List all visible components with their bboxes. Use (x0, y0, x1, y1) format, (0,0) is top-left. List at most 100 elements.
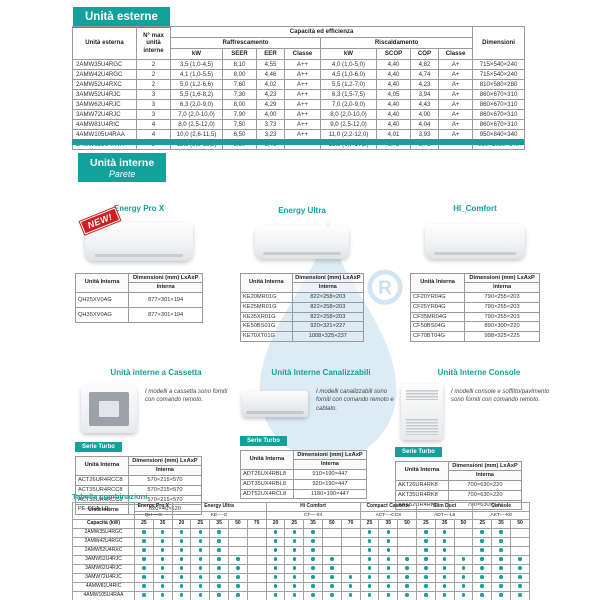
compatibility-cell (303, 582, 323, 592)
compatibility-dot (198, 593, 203, 597)
unit-value: 3,73 (256, 119, 285, 130)
compatibility-dot (311, 575, 315, 579)
compatibility-cell (359, 537, 380, 547)
unit-value: 7,0 (2,0-9,0) (320, 99, 377, 110)
unit-value: A+ (437, 99, 474, 110)
compatibility-cell (152, 528, 173, 538)
compatibility-cell (246, 546, 267, 556)
unit-value: 9,0 (2,5-12,0) (320, 119, 377, 130)
dim-col-dims: Dimensioni (mm) LxAxP (292, 449, 368, 461)
compatibility-dot (198, 530, 203, 534)
compatibility-cell (321, 555, 342, 565)
compatibility-cell (209, 537, 229, 547)
compatibility-cell (378, 546, 399, 556)
combo-group-header: Energy Pro X (134, 502, 173, 512)
combo-capacity-value: 25 (134, 519, 154, 529)
dim-header-row: Unità Interna Dimensioni (mm) LxAxP (240, 449, 368, 470)
compatibility-cell (397, 537, 417, 547)
compatibility-cell (397, 546, 417, 556)
dim-col-sub: Interna (291, 282, 365, 293)
compatibility-dot (386, 539, 390, 543)
indoor-model: CF70BT04G (409, 331, 466, 343)
combo-outdoor-model: 4AMW105U4RAA (72, 591, 135, 600)
dim-subheader-row: Interna (396, 470, 523, 481)
compatibility-cell (265, 564, 286, 574)
section-title-internal-units: Unità interne Parete (78, 153, 167, 183)
combo-outdoor-model: 2AMW52U4RXC (72, 546, 135, 556)
compatibility-dot (461, 566, 466, 570)
unit-value: A++ (284, 69, 321, 80)
compatibility-dot (160, 539, 165, 543)
compatibility-cell (453, 546, 474, 556)
unit-model: 2AMW35U4RGC (72, 59, 137, 70)
wall-unit-image: NEW! (78, 205, 193, 261)
external-unit-row: 4AMW81U4RIC 4 8,0 (2,5-12,0) 7,50 3,73 A++ 9,0… (72, 119, 526, 130)
compatibility-dot (442, 539, 447, 543)
combo-capacity-value: 50 (321, 519, 342, 529)
compatibility-cell (397, 528, 417, 538)
compatibility-cell (359, 573, 380, 583)
product-section-ducted: Unità Interne Canalizzabili I modelli ca… (240, 368, 402, 500)
compatibility-cell (227, 537, 248, 547)
combo-model-pattern: KE----G (171, 511, 267, 520)
combo-group-header: Hi Comfort (265, 502, 361, 512)
combo-model-pattern: ADT----L8 (415, 511, 474, 520)
compatibility-cell (509, 573, 531, 583)
compatibility-cell (152, 573, 173, 583)
compatibility-dot (179, 557, 184, 561)
section-title: Unità Interne Console (437, 368, 521, 377)
col-header-dimensions: Dimensioni (472, 26, 526, 60)
compatibility-cell (340, 528, 361, 538)
compatibility-cell (134, 528, 154, 538)
dim-col-dims: Dimensioni (mm) LxAxP (127, 455, 203, 467)
compatibility-cell (321, 591, 342, 600)
indoor-unit-row: AKT35UR4RK8 700×630×220 (395, 489, 523, 501)
unit-value: 950×840×340 (472, 129, 526, 140)
compatibility-cell (453, 582, 474, 592)
indoor-unit-row: CF70BT04G 998×325×225 (409, 331, 540, 343)
compatibility-dot (424, 566, 428, 570)
compatibility-dot (405, 575, 409, 579)
unit-value: 4,05 (376, 89, 411, 100)
compatibility-cell (303, 555, 323, 565)
console-unit-image (401, 383, 443, 440)
compatibility-dot (311, 557, 315, 561)
wall-unit-image (425, 224, 525, 260)
unit-value: 7,90 (222, 109, 257, 120)
unit-value: 4,40 (376, 109, 411, 120)
combo-outdoor-model: 3AMW62U4RJC (72, 564, 135, 574)
compatibility-cell (378, 555, 399, 565)
dim-subheader-row: Interna (76, 282, 203, 293)
unit-value: 7,50 (222, 119, 257, 130)
compatibility-cell (472, 528, 493, 538)
col-header-scop: SCOP (376, 48, 411, 60)
compatibility-cell (397, 573, 417, 583)
unit-value: 3,93 (410, 129, 439, 140)
section-title: Unità Interne Canalizzabili (271, 368, 371, 377)
compatibility-dot (499, 584, 503, 588)
compatibility-cell (246, 555, 267, 565)
unit-value: 3 (136, 109, 171, 120)
unit-value: 4,00 (410, 109, 439, 120)
indoor-model: CF35MR04G (409, 311, 466, 323)
col-header-cooling-class: Classe (284, 48, 321, 60)
indoor-unit-row: KE20MR01G 822×258×203 (240, 291, 365, 303)
compatibility-dot (424, 539, 428, 543)
unit-value: 3,94 (410, 89, 439, 100)
cassette-unit-image (81, 384, 137, 433)
compatibility-cell (209, 591, 229, 600)
compatibility-dot (499, 548, 503, 552)
dim-col-dims: Dimensioni (mm) LxAxP (291, 272, 365, 284)
compatibility-dot (367, 530, 372, 534)
combo-capacity-value: 25 (284, 519, 305, 529)
compatibility-cell (491, 546, 511, 556)
combo-group-row: Unità interne Energy Pro X Energy Ultra Hi … (72, 502, 530, 520)
indoor-model: KE25MR01G (240, 301, 293, 313)
compatibility-dot (292, 575, 297, 579)
compatibility-cell (284, 528, 305, 538)
compatibility-cell (509, 582, 531, 592)
combo-outdoor-model: 3AMW52U4RJC (72, 555, 135, 565)
compatibility-cell (491, 537, 511, 547)
col-group-cooling: Raffrescamento (170, 37, 321, 49)
compatibility-cell (321, 546, 342, 556)
